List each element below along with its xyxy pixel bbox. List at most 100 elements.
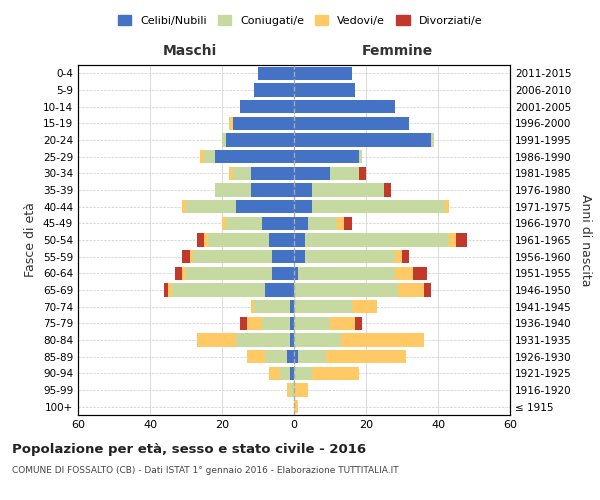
Bar bbox=[398, 284, 424, 296]
Bar bbox=[247, 350, 265, 364]
Bar bbox=[294, 234, 305, 246]
Bar bbox=[298, 350, 326, 364]
Bar bbox=[294, 400, 298, 413]
Bar bbox=[330, 316, 355, 330]
Bar bbox=[226, 216, 262, 230]
Bar bbox=[445, 200, 449, 213]
Bar bbox=[269, 366, 280, 380]
Bar bbox=[294, 250, 305, 264]
Bar bbox=[294, 166, 330, 180]
Bar bbox=[182, 250, 190, 264]
Bar bbox=[172, 284, 265, 296]
Bar bbox=[402, 250, 409, 264]
Bar bbox=[359, 166, 366, 180]
Bar bbox=[294, 84, 355, 96]
Bar bbox=[233, 166, 251, 180]
Bar bbox=[251, 300, 254, 314]
Bar bbox=[204, 234, 208, 246]
Bar bbox=[294, 316, 330, 330]
Bar bbox=[204, 150, 215, 164]
Bar bbox=[290, 300, 294, 314]
Bar bbox=[326, 350, 406, 364]
Bar bbox=[344, 216, 352, 230]
Bar bbox=[262, 316, 290, 330]
Bar bbox=[294, 384, 308, 396]
Bar bbox=[290, 334, 294, 346]
Legend: Celibi/Nubili, Coniugati/e, Vedovi/e, Divorziati/e: Celibi/Nubili, Coniugati/e, Vedovi/e, Di… bbox=[113, 10, 487, 30]
Text: Popolazione per età, sesso e stato civile - 2016: Popolazione per età, sesso e stato civil… bbox=[12, 442, 366, 456]
Bar bbox=[254, 300, 290, 314]
Bar bbox=[229, 166, 233, 180]
Bar bbox=[262, 216, 294, 230]
Bar bbox=[449, 234, 456, 246]
Bar bbox=[240, 100, 294, 114]
Bar bbox=[294, 334, 341, 346]
Bar bbox=[215, 184, 251, 196]
Bar bbox=[290, 366, 294, 380]
Bar bbox=[384, 184, 391, 196]
Text: Femmine: Femmine bbox=[362, 44, 433, 58]
Bar bbox=[175, 266, 182, 280]
Bar bbox=[236, 200, 294, 213]
Bar bbox=[294, 150, 359, 164]
Bar bbox=[395, 250, 402, 264]
Bar bbox=[355, 316, 362, 330]
Bar bbox=[294, 284, 398, 296]
Bar bbox=[413, 266, 427, 280]
Bar bbox=[182, 266, 186, 280]
Bar bbox=[193, 250, 272, 264]
Bar bbox=[305, 234, 449, 246]
Bar bbox=[265, 284, 294, 296]
Bar bbox=[272, 250, 294, 264]
Bar bbox=[240, 316, 247, 330]
Bar bbox=[298, 266, 395, 280]
Bar bbox=[247, 316, 262, 330]
Bar bbox=[168, 284, 172, 296]
Bar bbox=[186, 266, 272, 280]
Bar bbox=[236, 334, 290, 346]
Bar bbox=[251, 166, 294, 180]
Bar bbox=[222, 216, 226, 230]
Bar bbox=[272, 266, 294, 280]
Bar bbox=[294, 300, 352, 314]
Bar bbox=[164, 284, 168, 296]
Bar bbox=[190, 250, 193, 264]
Bar bbox=[287, 384, 290, 396]
Text: COMUNE DI FOSSALTO (CB) - Dati ISTAT 1° gennaio 2016 - Elaborazione TUTTITALIA.I: COMUNE DI FOSSALTO (CB) - Dati ISTAT 1° … bbox=[12, 466, 398, 475]
Bar bbox=[254, 84, 294, 96]
Bar bbox=[341, 334, 424, 346]
Bar bbox=[294, 116, 409, 130]
Bar bbox=[424, 284, 431, 296]
Bar bbox=[280, 366, 290, 380]
Bar bbox=[290, 316, 294, 330]
Bar bbox=[200, 150, 204, 164]
Bar bbox=[258, 66, 294, 80]
Bar bbox=[197, 234, 204, 246]
Bar bbox=[294, 216, 308, 230]
Y-axis label: Fasce di età: Fasce di età bbox=[25, 202, 37, 278]
Bar bbox=[294, 200, 312, 213]
Bar bbox=[182, 200, 186, 213]
Bar bbox=[294, 366, 312, 380]
Bar bbox=[395, 266, 413, 280]
Bar bbox=[215, 150, 294, 164]
Bar bbox=[290, 384, 294, 396]
Bar bbox=[330, 166, 359, 180]
Bar bbox=[186, 200, 236, 213]
Bar bbox=[431, 134, 434, 146]
Bar bbox=[294, 100, 395, 114]
Bar bbox=[308, 216, 337, 230]
Bar bbox=[229, 116, 233, 130]
Bar bbox=[287, 350, 294, 364]
Bar bbox=[294, 184, 312, 196]
Bar bbox=[208, 234, 269, 246]
Bar bbox=[352, 300, 377, 314]
Bar bbox=[265, 350, 287, 364]
Bar bbox=[226, 134, 294, 146]
Bar bbox=[456, 234, 467, 246]
Bar bbox=[294, 266, 298, 280]
Bar bbox=[359, 150, 362, 164]
Text: Maschi: Maschi bbox=[163, 44, 217, 58]
Bar bbox=[312, 184, 384, 196]
Bar bbox=[312, 366, 359, 380]
